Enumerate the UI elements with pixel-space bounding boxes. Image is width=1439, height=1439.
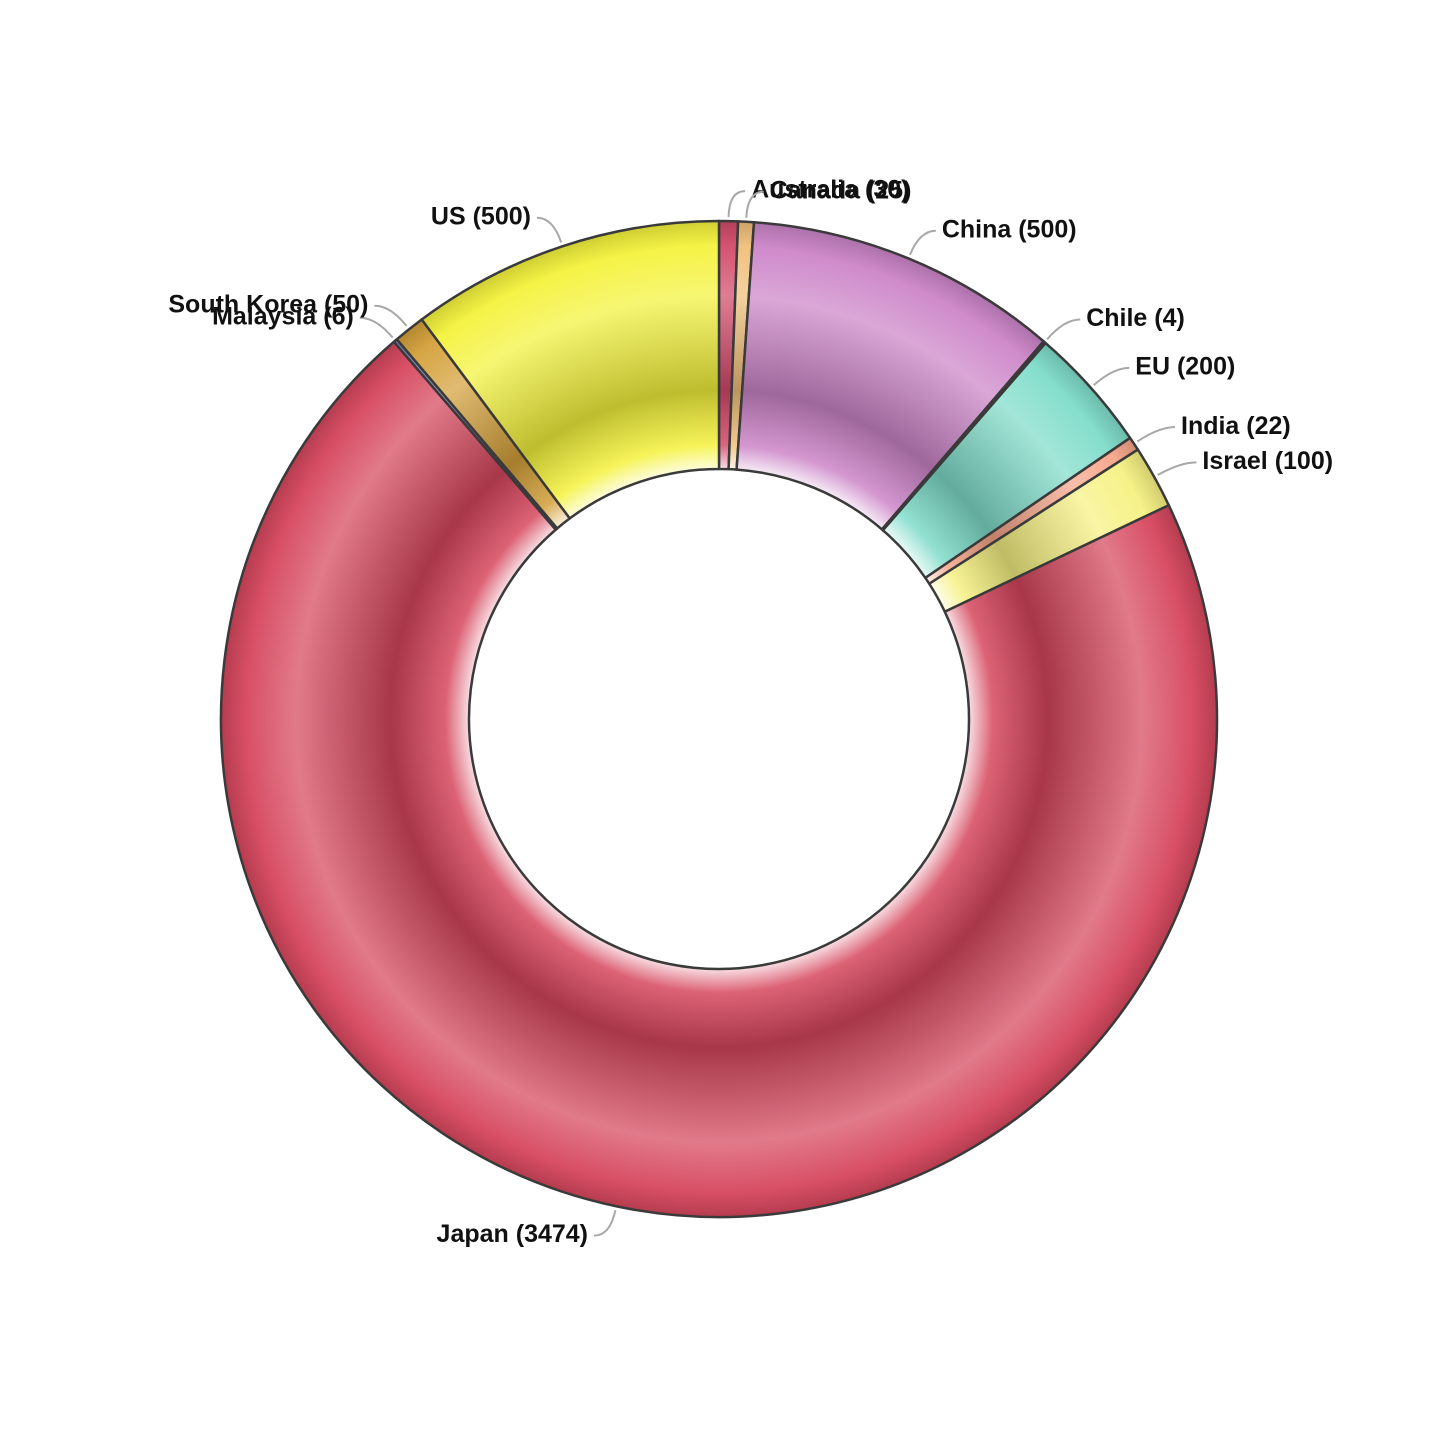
- slice-label-us: US (500): [431, 202, 531, 230]
- leader-line-japan: [593, 1209, 617, 1237]
- slice-label-canada: Canada (25): [770, 176, 912, 204]
- leader-line-eu: [1093, 366, 1130, 386]
- leader-line-malaysia: [359, 316, 394, 339]
- leader-line-australia: [727, 190, 746, 218]
- slice-label-eu: EU (200): [1135, 352, 1235, 380]
- slice-japan: [219, 340, 1219, 1219]
- slice-label-japan: Japan (3474): [437, 1220, 588, 1248]
- leader-line-us: [536, 216, 563, 243]
- slice-label-india: India (22): [1181, 412, 1291, 440]
- slice-label-australia: Australia (30): [751, 176, 909, 204]
- slice-us: [420, 219, 721, 520]
- slices-layer: [219, 219, 1219, 1219]
- slice-label-chile: Chile (4): [1086, 304, 1185, 332]
- labels-layer: Australia (30)Canada (25) China (500) Chil…: [168, 176, 1333, 1249]
- leader-line-china: [909, 229, 936, 256]
- leader-line-israel: [1157, 461, 1197, 476]
- slice-label-israel: Israel (100): [1202, 447, 1333, 475]
- leader-line-india: [1136, 426, 1176, 443]
- leader-line-chile: [1046, 318, 1081, 340]
- leader-line-south-korea: [374, 304, 408, 327]
- slice-china: [735, 220, 1045, 531]
- slice-label-malaysia: Malaysia (6): [212, 302, 354, 330]
- slice-label-china: China (500): [942, 215, 1077, 243]
- slice-label-south-korea: South Korea (50): [168, 290, 368, 318]
- leader-line-canada: [745, 190, 764, 218]
